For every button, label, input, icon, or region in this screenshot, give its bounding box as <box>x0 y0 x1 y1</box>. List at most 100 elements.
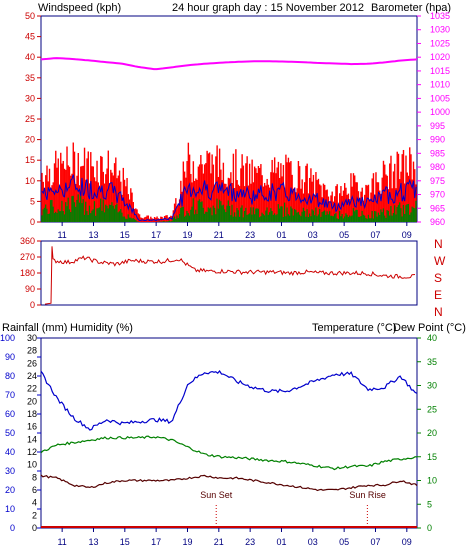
wind-tick-label: 15 <box>25 155 35 165</box>
wind-tick-label: 30 <box>25 93 35 103</box>
dewpoint-label: Dew Point (°C) <box>393 322 466 334</box>
temp-tick-label: 40 <box>427 333 437 343</box>
baro-tick-label: 990 <box>430 135 445 145</box>
direction-plot-frame <box>40 240 418 306</box>
humidity-tick-label: 70 <box>5 390 15 400</box>
wind-tick-label: 50 <box>25 11 35 21</box>
rain-tick-label: 26 <box>27 358 37 368</box>
humidity-tick-label: 50 <box>5 428 15 438</box>
x-tick-label: 11 <box>57 537 66 547</box>
x-tick-label: 11 <box>57 230 66 240</box>
rain-tick-label: 24 <box>27 371 37 381</box>
barometer-label: Barometer (hpa) <box>371 2 451 14</box>
x-tick-label: 17 <box>151 537 161 547</box>
baro-tick-label: 1020 <box>430 52 450 62</box>
x-tick-label: 05 <box>339 537 349 547</box>
temp-tick-label: 15 <box>427 452 437 462</box>
x-tick-label: 03 <box>308 230 318 240</box>
rain-tick-label: 28 <box>27 346 37 356</box>
chart-layer: 0510152025303540455096096597097598098599… <box>0 11 450 547</box>
rain-tick-label: 14 <box>27 434 37 444</box>
wind-tick-label: 5 <box>30 196 35 206</box>
baro-tick-label: 970 <box>430 190 445 200</box>
direction-tick-label: 180 <box>20 268 35 278</box>
wind-tick-label: 35 <box>25 73 35 83</box>
baro-tick-label: 1025 <box>430 38 450 48</box>
humidity-tick-label: 60 <box>5 409 15 419</box>
temp-tick-label: 10 <box>427 476 437 486</box>
rain-tick-label: 10 <box>27 460 37 470</box>
humidity-tick-label: 40 <box>5 447 15 457</box>
baro-tick-label: 1010 <box>430 80 450 90</box>
humidity-tick-label: 0 <box>10 523 15 533</box>
dewpoint-line <box>40 474 418 492</box>
barometer-line <box>40 57 418 71</box>
windspeed-label: Windspeed (kph) <box>38 2 121 14</box>
humidity-tick-label: 100 <box>0 333 15 343</box>
wind-tick-label: 25 <box>25 114 35 124</box>
humidity-tick-label: 80 <box>5 371 15 381</box>
rain-tick-label: 8 <box>32 472 37 482</box>
sunset-annotation: Sun Set <box>200 490 233 500</box>
direction-line <box>44 246 416 305</box>
wind-tick-label: 40 <box>25 52 35 62</box>
wind-tick-label: 20 <box>25 135 35 145</box>
wind-average-line <box>41 174 417 222</box>
x-tick-label: 19 <box>182 230 192 240</box>
humidity-line <box>40 369 418 431</box>
baro-tick-label: 1015 <box>430 66 450 76</box>
x-tick-label: 03 <box>308 537 318 547</box>
x-tick-label: 17 <box>151 230 161 240</box>
sunrise-annotation: Sun Rise <box>349 490 386 500</box>
humidity-tick-label: 30 <box>5 466 15 476</box>
x-tick-label: 07 <box>370 230 380 240</box>
x-tick-label: 07 <box>370 537 380 547</box>
temp-tick-label: 20 <box>427 428 437 438</box>
compass-label: N <box>434 305 443 319</box>
x-tick-label: 21 <box>214 230 224 240</box>
rain-tick-label: 4 <box>32 498 37 508</box>
humidity-label: Humidity (%) <box>70 322 133 334</box>
temp-tick-label: 5 <box>427 499 432 509</box>
baro-tick-label: 1005 <box>430 93 450 103</box>
baro-tick-label: 980 <box>430 162 445 172</box>
temp-tick-label: 30 <box>427 381 437 391</box>
x-tick-label: 13 <box>88 537 98 547</box>
x-tick-label: 05 <box>339 230 349 240</box>
compass-label: W <box>434 254 446 268</box>
baro-tick-label: 1000 <box>430 107 450 117</box>
direction-tick-label: 360 <box>20 236 35 246</box>
rain-tick-label: 18 <box>27 409 37 419</box>
x-tick-label: 19 <box>182 537 192 547</box>
rain-tick-label: 6 <box>32 485 37 495</box>
temperature-line <box>40 435 418 471</box>
rain-tick-label: 12 <box>27 447 37 457</box>
x-tick-label: 01 <box>276 230 286 240</box>
compass-label: E <box>434 288 442 302</box>
x-tick-label: 01 <box>276 537 286 547</box>
x-tick-label: 15 <box>120 537 130 547</box>
direction-tick-label: 90 <box>25 284 35 294</box>
baro-tick-label: 965 <box>430 203 445 213</box>
direction-tick-label: 270 <box>20 252 35 262</box>
x-tick-label: 09 <box>402 537 412 547</box>
humidity-tick-label: 20 <box>5 485 15 495</box>
wind-tick-label: 45 <box>25 32 35 42</box>
baro-tick-label: 985 <box>430 148 445 158</box>
baro-tick-label: 960 <box>430 217 445 227</box>
wind-tick-label: 0 <box>30 217 35 227</box>
direction-tick-label: 0 <box>30 300 35 310</box>
baro-tick-label: 975 <box>430 176 445 186</box>
wind-gust-series <box>41 142 417 222</box>
compass-label: S <box>434 271 442 285</box>
temp-tick-label: 25 <box>427 404 437 414</box>
baro-tick-label: 995 <box>430 121 445 131</box>
humidity-tick-label: 90 <box>5 352 15 362</box>
rain-tick-label: 30 <box>27 333 37 343</box>
x-tick-label: 13 <box>88 230 98 240</box>
x-tick-label: 15 <box>120 230 130 240</box>
temp-tick-label: 35 <box>427 357 437 367</box>
x-tick-label: 09 <box>402 230 412 240</box>
